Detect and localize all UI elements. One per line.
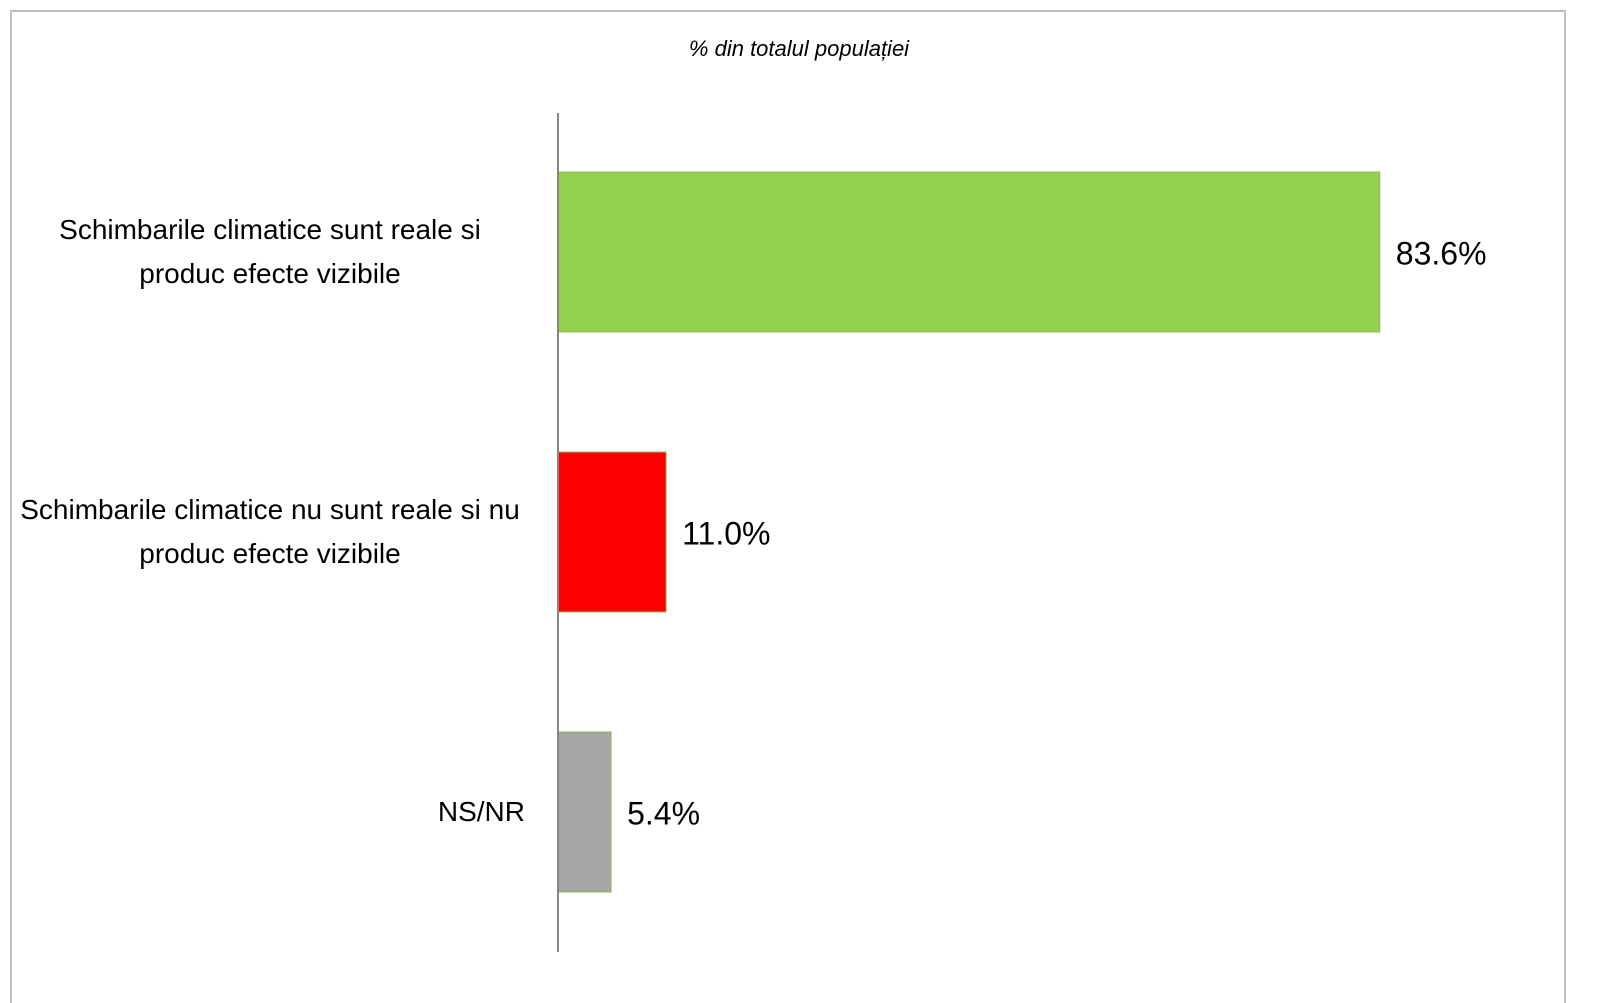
chart-title: % din totalul populației xyxy=(688,36,910,61)
data-label: 5.4% xyxy=(627,795,700,831)
bar xyxy=(557,451,667,613)
y-tick-label: Schimbarile climatice sunt reale si prod… xyxy=(59,214,481,289)
y-tick-label: NS/NR xyxy=(437,796,525,827)
category-label-box: Schimbarile climatice sunt reale si prod… xyxy=(15,172,525,332)
bar xyxy=(557,171,1381,333)
y-tick-label: Schimbarile climatice nu sunt reale si n… xyxy=(20,494,520,569)
data-label: 83.6% xyxy=(1396,235,1487,271)
category-label-box: Schimbarile climatice nu sunt reale si n… xyxy=(15,452,525,612)
data-label: 11.0% xyxy=(682,515,770,551)
category-label-box: NS/NR xyxy=(438,732,525,892)
chart-frame xyxy=(10,10,1566,1003)
bar xyxy=(557,731,612,893)
